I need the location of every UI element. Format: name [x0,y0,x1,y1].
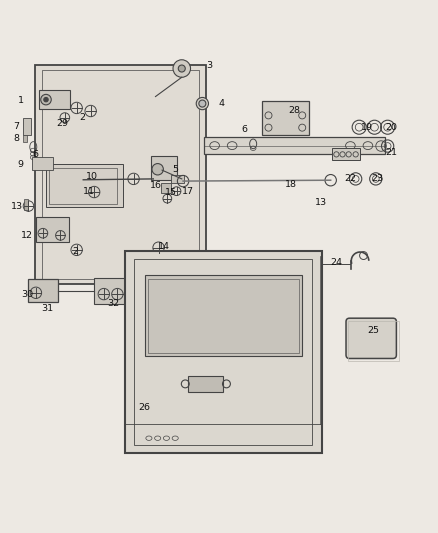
Bar [46,164,123,207]
Bar [39,91,70,109]
Text: 14: 14 [158,243,170,251]
Ellipse shape [196,98,208,110]
Text: 1: 1 [18,96,24,106]
Text: 10: 10 [86,172,98,181]
Text: 13: 13 [315,198,327,207]
Text: 26: 26 [138,403,151,412]
Bar [161,183,171,193]
Bar [148,279,299,353]
Bar [262,101,309,135]
Text: 19: 19 [361,123,373,132]
Circle shape [173,60,191,77]
Text: 2: 2 [72,247,78,256]
Text: 17: 17 [181,187,194,196]
Bar [42,70,199,279]
Text: 29: 29 [56,119,68,128]
Bar [332,148,360,160]
Circle shape [199,100,206,107]
Bar [134,259,312,445]
Circle shape [44,98,48,102]
FancyBboxPatch shape [346,318,396,359]
Bar [23,135,27,142]
Bar [204,138,385,154]
Text: 20: 20 [385,123,397,132]
Bar [32,157,53,170]
Text: 25: 25 [367,326,379,335]
Text: 2: 2 [79,113,85,122]
Text: 22: 22 [344,174,357,183]
Text: 6: 6 [241,125,247,134]
Text: 11: 11 [82,187,95,196]
Bar [171,174,184,183]
Text: 21: 21 [385,148,397,157]
Text: 30: 30 [21,290,33,300]
Bar [49,168,117,204]
Text: 28: 28 [288,106,300,115]
Text: 31: 31 [41,304,53,313]
Bar [94,278,129,304]
Text: 32: 32 [107,299,119,308]
Bar [28,279,58,302]
Text: 7: 7 [14,122,20,131]
Bar [188,376,223,392]
Bar [24,199,28,211]
Circle shape [152,164,163,175]
Text: 9: 9 [17,160,23,169]
Circle shape [178,65,185,72]
Text: 16: 16 [149,181,162,190]
Text: 15: 15 [165,189,177,197]
Circle shape [41,94,51,105]
Text: 8: 8 [14,134,20,143]
Bar [125,251,322,453]
Bar [151,156,177,180]
Text: 4: 4 [218,99,224,108]
Text: 3: 3 [206,61,212,69]
Text: 18: 18 [285,180,297,189]
Bar [35,65,206,284]
Bar [145,275,302,356]
Text: 24: 24 [330,259,343,268]
Bar [23,118,31,135]
Text: 12: 12 [21,231,33,240]
Text: 6: 6 [32,150,38,159]
Bar [36,216,69,242]
Text: 13: 13 [11,201,23,211]
Text: 5: 5 [172,165,178,174]
Bar [348,321,399,361]
Text: 23: 23 [371,174,384,183]
